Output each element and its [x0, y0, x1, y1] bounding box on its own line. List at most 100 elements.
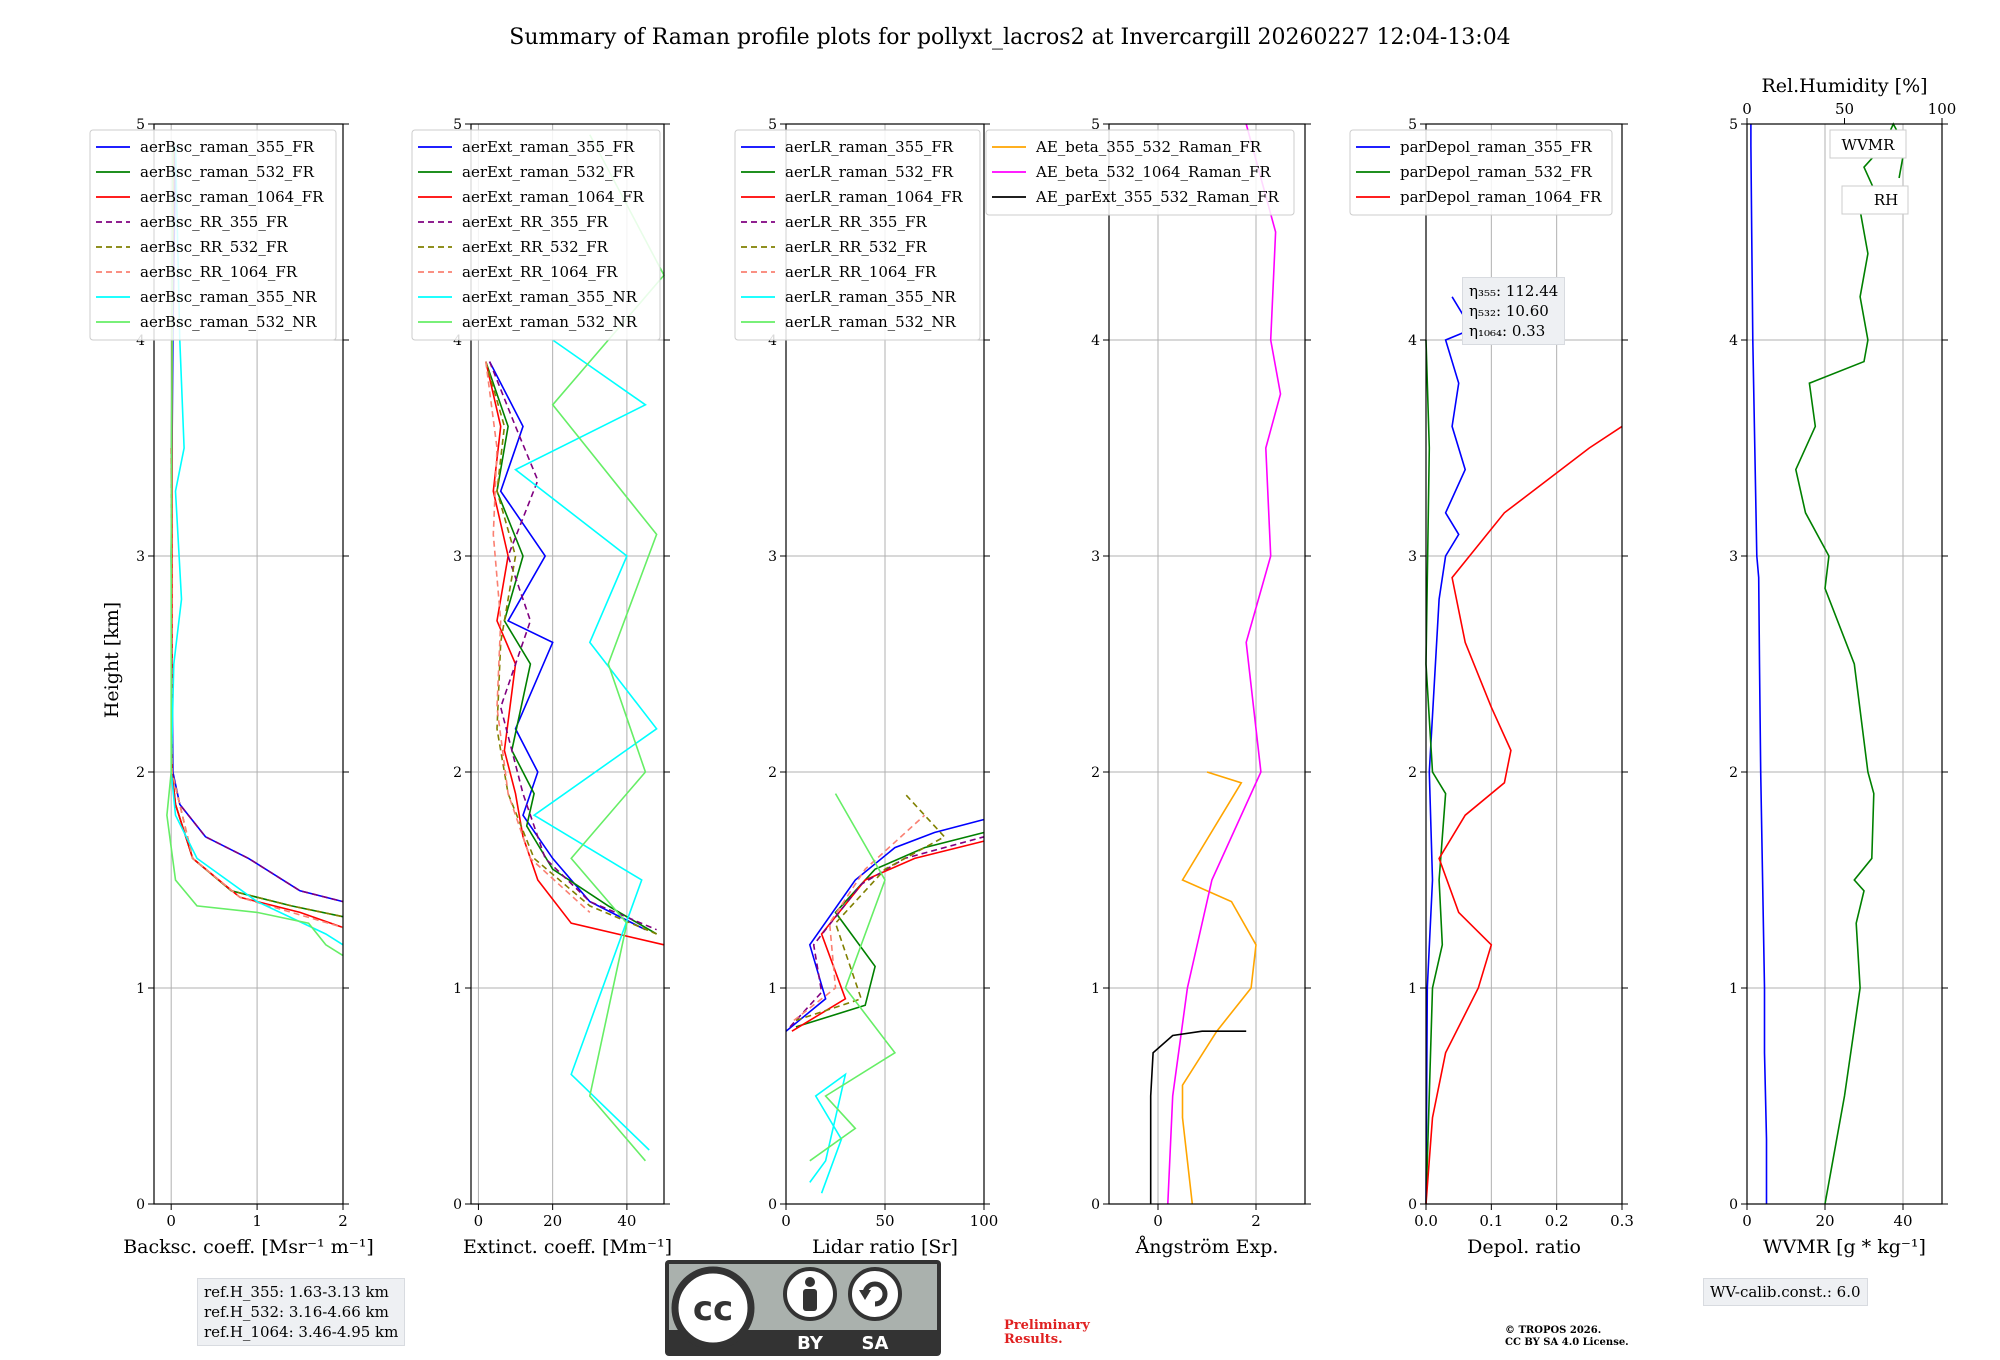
y-tick-label: 2 [136, 765, 145, 781]
legend-label: AE_parExt_355_532_Raman_FR [1035, 188, 1280, 206]
series-parDepol_raman_532_FR [1425, 339, 1447, 1205]
series-aerExt_RR_532_FR [485, 361, 657, 935]
copyright-line-2: CC BY SA 4.0 License. [1505, 1337, 1629, 1348]
y-tick-label: 5 [453, 117, 462, 133]
legend-label: aerExt_raman_355_NR [462, 288, 638, 306]
x-tick-label: 0 [166, 1212, 176, 1230]
y-tick-label: 3 [1729, 549, 1738, 565]
legend-label: aerLR_raman_1064_FR [785, 188, 963, 206]
y-tick-label: 5 [1408, 117, 1417, 133]
legend-ext: aerExt_raman_355_FR aerExt_raman_532_FRae… [411, 129, 661, 341]
wv-calibration-box: WV-calib.const.: 6.0 [1703, 1278, 1868, 1306]
cc-text: cc [693, 1289, 733, 1329]
series-RH [1750, 124, 1768, 1204]
panel-ext: 0 20 40 0 1 2 3 4 5 Extinct. coeff. [Mm⁻¹] aerExt_… [411, 117, 672, 1258]
y-tick-label: 0 [453, 1197, 462, 1213]
copyright-note: © TROPOS 2026. CC BY SA 4.0 License. [1505, 1325, 1629, 1349]
x-tick-label: 100 [970, 1212, 999, 1230]
y-tick-label: 3 [768, 549, 777, 565]
y-tick-label: 4 [1729, 333, 1738, 349]
axes-frame [153, 123, 344, 1205]
legend-label: aerBsc_raman_355_NR [140, 288, 317, 306]
legend-wvmr: WVMR [1829, 129, 1907, 159]
legend-label: aerExt_raman_532_FR [462, 163, 635, 181]
x-tick-label: 0 [474, 1212, 484, 1230]
y-tick-label: 0 [1091, 1197, 1100, 1213]
figure-title: Summary of Raman profile plots for polly… [509, 25, 1510, 50]
legend-label: AE_beta_532_1064_Raman_FR [1035, 163, 1271, 181]
axes-frame [470, 123, 665, 1205]
y-tick-label: 0 [136, 1197, 145, 1213]
share-alike-icon [848, 1267, 902, 1321]
series-AE_parExt_355_532_Raman_FR [1149, 1030, 1247, 1204]
legend-label: aerBsc_RR_1064_FR [140, 263, 298, 281]
x-tick-label: 0.3 [1610, 1212, 1634, 1230]
x-tick-label: 40 [1893, 1212, 1912, 1230]
legend-label: RH [1874, 191, 1898, 209]
eta-1064: η₁₀₆₄: 0.33 [1469, 322, 1546, 340]
x-tick-label: 20 [543, 1212, 562, 1230]
y-tick-label: 4 [1408, 333, 1417, 349]
x-axis-label: Lidar ratio [Sr] [812, 1236, 958, 1258]
ref-h-532: ref.H_532: 3.16-4.66 km [204, 1303, 389, 1321]
series-aerLR_RR_1064_FR [793, 814, 926, 1022]
panel-depol: 0.0 0.1 0.2 0.3 0 1 2 3 4 5 Depol. ratio parDepol_r… [1349, 117, 1634, 1258]
x-tick-label: 1 [252, 1212, 262, 1230]
legend-bsc: aerBsc_raman_355_FR aerBsc_raman_532_FRae… [89, 129, 337, 341]
y-tick-label: 2 [768, 765, 777, 781]
series-aerExt_raman_1064_FR [485, 361, 665, 946]
ref-h-355: ref.H_355: 1.63-3.13 km [204, 1283, 389, 1301]
legend-label: parDepol_raman_355_FR [1400, 138, 1593, 156]
x-tick-label: 2 [1251, 1212, 1261, 1230]
panel-wv: 0 20 40 0 1 2 3 4 5 WVMR [g * kg⁻¹] 0 50 100Rel.Humi… [1729, 75, 1956, 1258]
series-AE_beta_532_1064_Raman_FR [1167, 123, 1282, 1205]
legend-label: aerExt_raman_355_FR [462, 138, 635, 156]
legend-label: parDepol_raman_532_FR [1400, 163, 1593, 181]
y-tick-label: 4 [1091, 333, 1100, 349]
series-aerBsc_raman_532_NR [166, 145, 344, 957]
y-tick-label: 3 [1091, 549, 1100, 565]
legend-label: AE_beta_355_532_Raman_FR [1035, 138, 1262, 156]
x-tick-label: 0 [1153, 1212, 1163, 1230]
eta-box: η₃₅₅: 112.44 η₅₃₂: 10.60 η₁₀₆₄: 0.33 [1462, 277, 1566, 345]
axes-frame [1425, 123, 1623, 1205]
legend-label: aerBsc_RR_355_FR [140, 213, 288, 231]
series-aerExt_raman_355_NR [514, 339, 658, 1151]
x-tick-label: 0 [1742, 1212, 1752, 1230]
legend-label: parDepol_raman_1064_FR [1400, 188, 1602, 206]
ref-h-1064: ref.H_1064: 3.46-4.95 km [204, 1323, 399, 1341]
legend-label: aerBsc_raman_1064_FR [140, 188, 324, 206]
legend-label: aerBsc_raman_532_NR [140, 313, 317, 331]
series-aerExt_raman_355_FR [488, 361, 646, 931]
legend-label: aerExt_raman_1064_FR [462, 188, 644, 206]
series-aerLR_RR_532_FR [795, 793, 946, 1022]
legend-label: aerBsc_RR_532_FR [140, 238, 288, 256]
y-tick-label: 3 [1408, 549, 1417, 565]
series-aerLR_raman_532_FR [795, 831, 985, 1028]
series-parDepol_raman_355_FR [1425, 296, 1473, 1205]
top-x-tick-label: 50 [1835, 100, 1854, 118]
y-tick-label: 4 [768, 333, 777, 349]
y-tick-label: 1 [768, 981, 777, 997]
y-tick-label: 2 [1408, 765, 1417, 781]
x-tick-label: 2 [338, 1212, 348, 1230]
x-axis-label: Ångström Exp. [1135, 1236, 1279, 1258]
series-parDepol_raman_1064_FR [1425, 425, 1623, 1205]
series-aerBsc_RR_1064_FR [170, 447, 344, 929]
x-tick-label: 0 [781, 1212, 791, 1230]
x-tick-label: 0.0 [1414, 1212, 1438, 1230]
x-axis-label: Depol. ratio [1467, 1236, 1581, 1258]
y-tick-label: 4 [453, 333, 462, 349]
y-tick-label: 5 [1729, 117, 1738, 133]
y-tick-label: 2 [1091, 765, 1100, 781]
y-tick-label: 1 [1408, 981, 1417, 997]
x-tick-label: 40 [617, 1212, 636, 1230]
series-WVMR [1794, 122, 1904, 1205]
legend-label: aerExt_RR_1064_FR [462, 263, 618, 281]
x-tick-label: 20 [1815, 1212, 1834, 1230]
y-tick-label: 0 [1408, 1197, 1417, 1213]
preliminary-line-1: Preliminary [1004, 1318, 1090, 1333]
legend-label: aerLR_raman_532_NR [785, 313, 956, 331]
x-axis-label: Backsc. coeff. [Msr⁻¹ m⁻¹] [123, 1236, 374, 1258]
series-aerExt_RR_1064_FR [485, 361, 591, 913]
